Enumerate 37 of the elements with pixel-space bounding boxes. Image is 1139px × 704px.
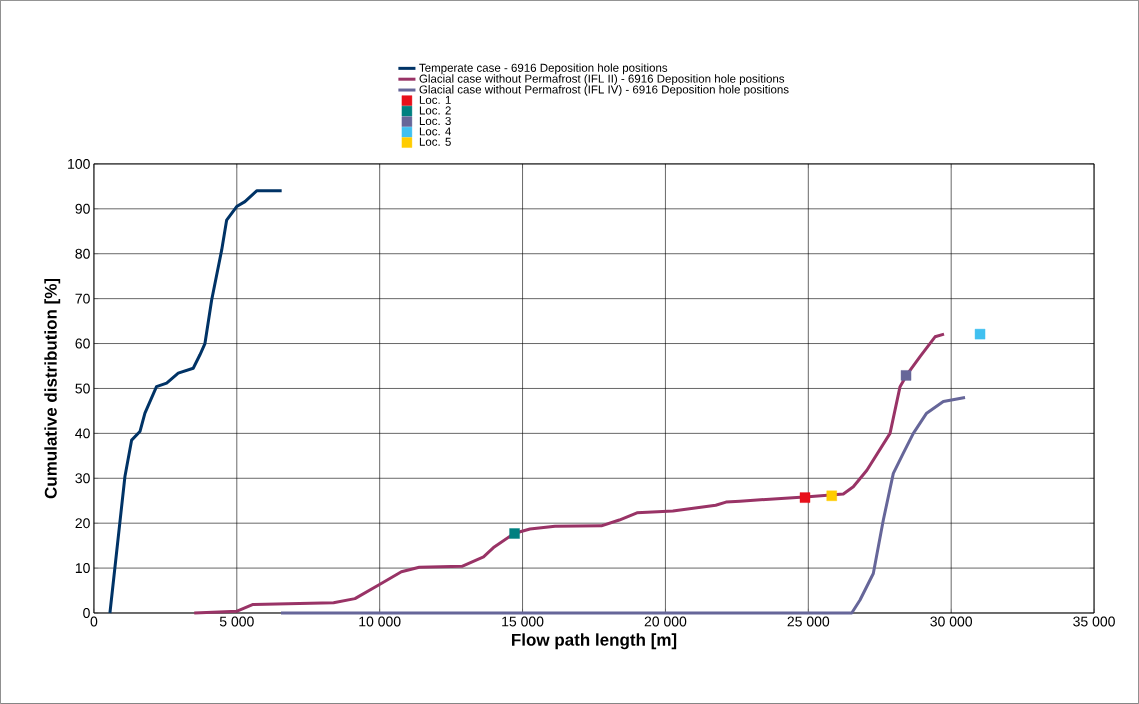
point (799, 492, 811, 503)
y-tick-label: 70 (75, 293, 90, 304)
y-tick-label: 0 (83, 608, 90, 618)
legend-label: Loc. 4 (419, 127, 452, 136)
x-tick-label: 25 000 (787, 616, 830, 627)
y-tick-label: 80 (75, 248, 90, 259)
legend-label: Temperate case - 6916 Deposition hole positions (419, 63, 668, 75)
point (900, 370, 912, 381)
point (974, 328, 986, 340)
y-tick-label: 50 (75, 383, 90, 394)
y-tick-label: 60 (75, 338, 90, 349)
legend-label: Glacial case without Permafrost (IFL IV) - 6916 Deposition hole positions (419, 85, 789, 96)
x-tick-label: 10 000 (359, 616, 401, 627)
line-series (279, 395, 967, 615)
y-tick-label: 30 (75, 473, 90, 484)
point (509, 528, 520, 539)
x-tick-label: 15 000 (502, 616, 544, 627)
y-tick-label: 40 (75, 428, 90, 439)
y-axis-title: Cumulative distribution [%] (44, 278, 61, 499)
legend-label: Loc. 2 (419, 106, 451, 115)
x-tick-label: 20 000 (644, 616, 687, 627)
x-tick-label: 30 000 (930, 616, 973, 627)
y-tick-label: 10 (75, 563, 90, 574)
point (826, 490, 837, 502)
x-axis-title: Flow path length [m] (512, 633, 677, 650)
y-tick-label: 20 (75, 518, 90, 529)
legend-label: Loc. 3 (419, 116, 451, 126)
legend-label: Glacial case without Permafrost (IFL II) - 6916 Deposition hole positions (419, 74, 785, 86)
line-series (108, 189, 284, 615)
x-tick-label: 0 (90, 616, 98, 627)
legend-label: Loc. 5 (419, 137, 451, 146)
line-series (192, 332, 946, 615)
x-tick-label: 5 000 (219, 616, 254, 627)
x-tick-label: 35 000 (1073, 616, 1115, 627)
legend-label: Loc. 1 (419, 96, 451, 105)
y-tick-label: 90 (75, 203, 90, 214)
y-tick-label: 100 (68, 159, 90, 169)
